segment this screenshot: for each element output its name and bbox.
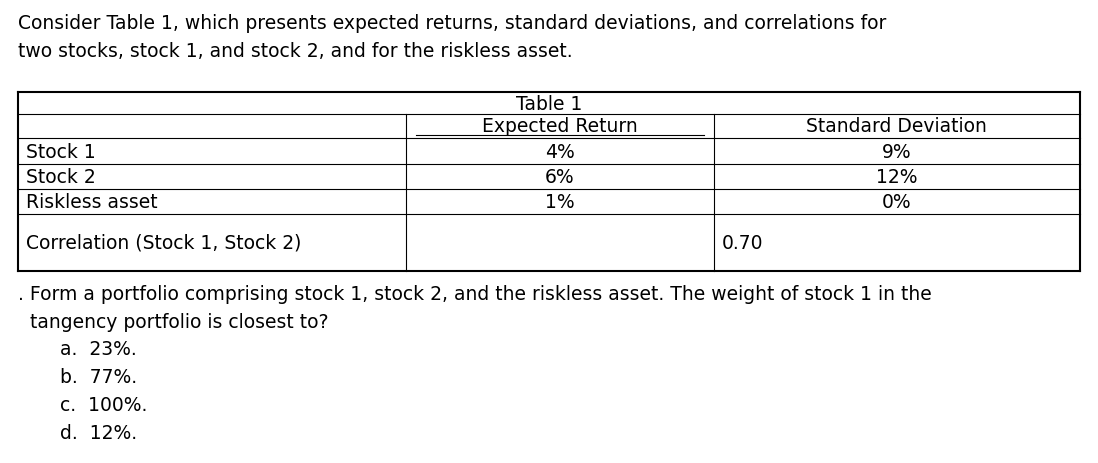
Text: Consider Table 1, which presents expected returns, standard deviations, and corr: Consider Table 1, which presents expecte…	[18, 14, 886, 33]
Text: Expected Return: Expected Return	[482, 117, 638, 136]
Text: Stock 1: Stock 1	[26, 142, 96, 161]
Text: . Form a portfolio comprising stock 1, stock 2, and the riskless asset. The weig: . Form a portfolio comprising stock 1, s…	[18, 284, 932, 303]
Text: two stocks, stock 1, and stock 2, and for the riskless asset.: two stocks, stock 1, and stock 2, and fo…	[18, 42, 573, 61]
Text: 1%: 1%	[545, 193, 574, 212]
Text: c.  100%.: c. 100%.	[60, 395, 147, 414]
Text: Riskless asset: Riskless asset	[26, 193, 158, 212]
Text: 6%: 6%	[545, 168, 574, 187]
Text: 12%: 12%	[876, 168, 918, 187]
Text: Table 1: Table 1	[516, 94, 582, 113]
Text: a.  23%.: a. 23%.	[60, 339, 137, 358]
Text: b.  77%.: b. 77%.	[60, 367, 137, 386]
Text: d.  12%.: d. 12%.	[60, 423, 137, 442]
Text: Standard Deviation: Standard Deviation	[806, 117, 987, 136]
Text: Stock 2: Stock 2	[26, 168, 96, 187]
Text: tangency portfolio is closest to?: tangency portfolio is closest to?	[18, 313, 328, 332]
Text: 9%: 9%	[882, 142, 911, 161]
Text: 0%: 0%	[882, 193, 911, 212]
Text: 4%: 4%	[545, 142, 574, 161]
Text: Correlation (Stock 1, Stock 2): Correlation (Stock 1, Stock 2)	[26, 233, 301, 252]
Text: 0.70: 0.70	[722, 233, 763, 252]
